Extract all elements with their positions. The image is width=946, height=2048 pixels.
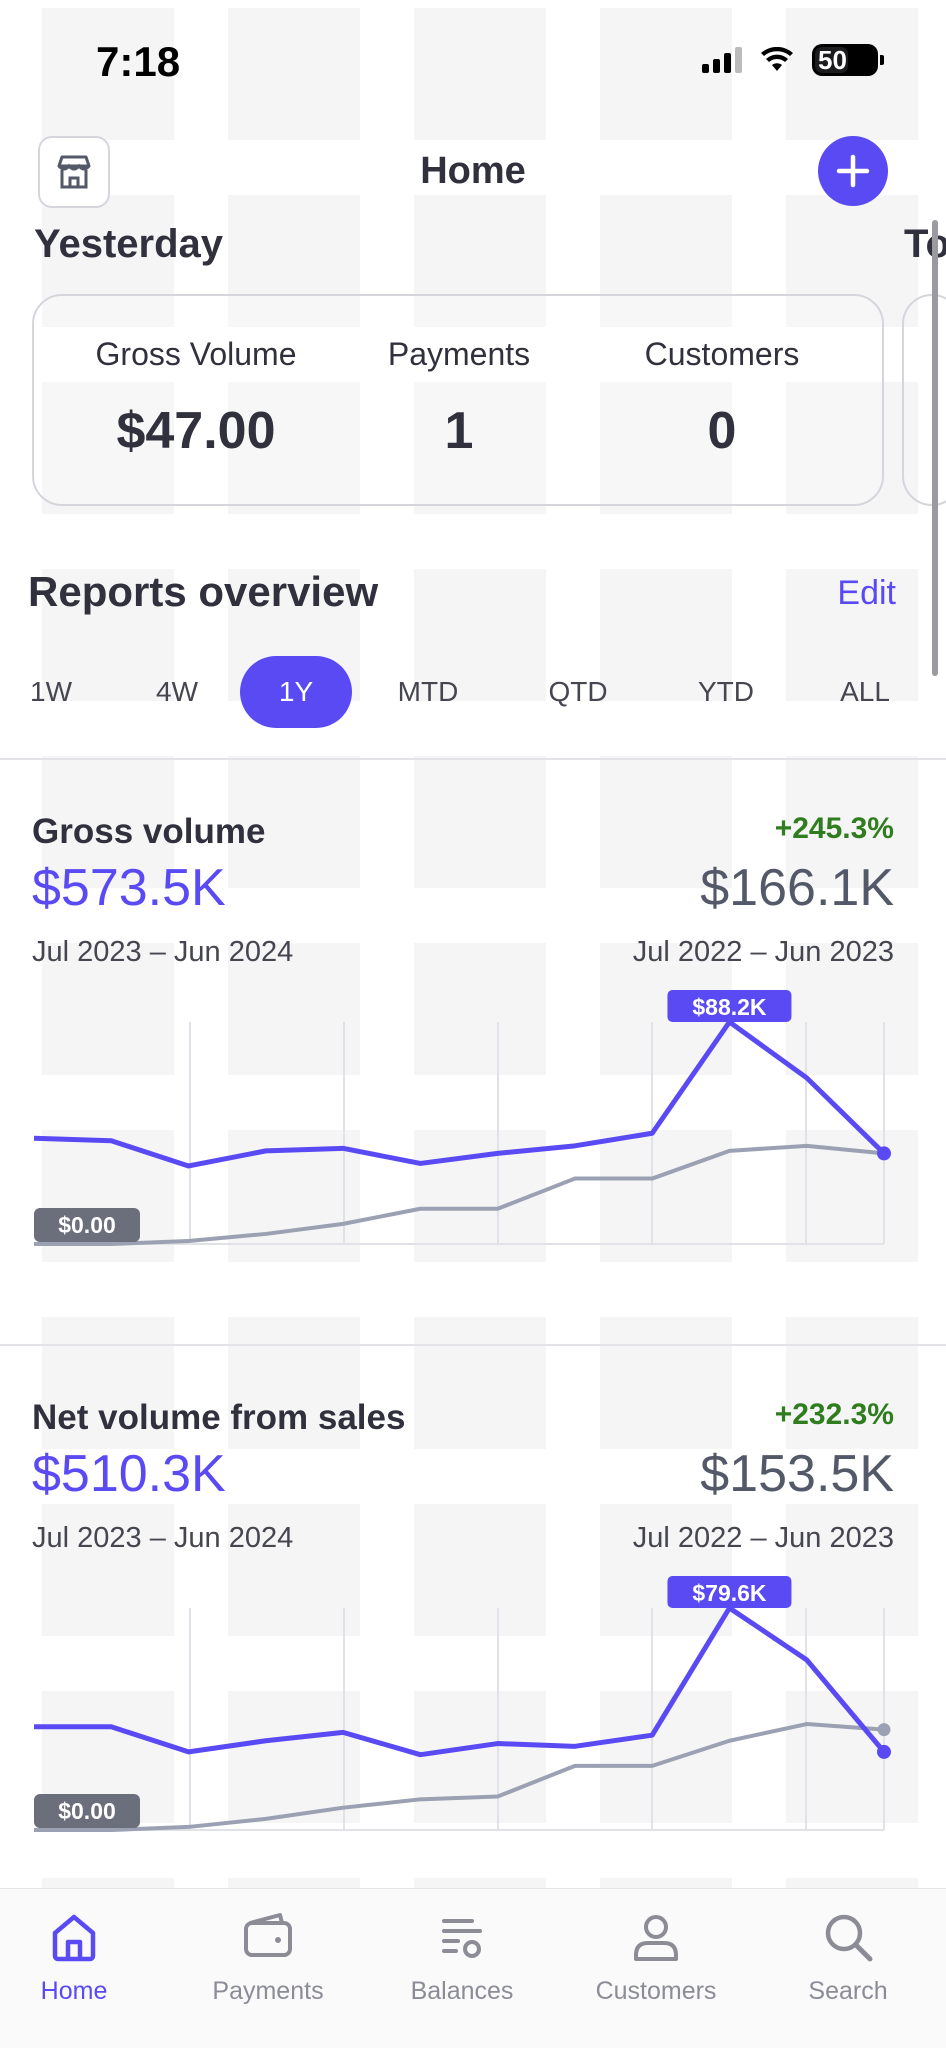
metric-customers: Customers 0 (592, 336, 852, 461)
previous-endpoint-dot (877, 1723, 891, 1737)
metric-gross-volume: Gross Volume $47.00 (66, 336, 326, 461)
balances-icon (442, 1919, 482, 1958)
previous-period-value: $153.5K (700, 1445, 894, 1503)
metric-label: Payments (387, 336, 531, 372)
net-volume-card[interactable]: Net volume from sales +232.3% $510.3K $1… (0, 1398, 946, 1958)
metric-value: 1 (444, 402, 474, 460)
current-period-line (34, 1605, 886, 1758)
range-mtd[interactable]: MTD (397, 676, 459, 707)
edit-button[interactable]: Edit (837, 574, 896, 612)
previous-period-range: Jul 2022 – Jun 2023 (632, 1522, 894, 1554)
metric-value: $47.00 (116, 402, 276, 460)
previous-period-range: Jul 2022 – Jun 2023 (632, 936, 894, 968)
range-1y[interactable]: 1Y (240, 656, 352, 728)
wallet-icon (244, 1913, 292, 1957)
tab-balances[interactable]: Balances (372, 1909, 552, 2019)
divider (0, 758, 946, 760)
current-period-line (33, 1019, 886, 1169)
tab-bar: Home Payments Balances Customers (0, 1888, 946, 2048)
summary-next-period-peek[interactable]: To (904, 222, 946, 266)
range-ytd[interactable]: YTD (698, 676, 754, 707)
wifi-icon (761, 47, 793, 71)
range-4w[interactable]: 4W (156, 676, 198, 707)
current-period-value: $510.3K (32, 1445, 226, 1503)
divider (0, 1344, 946, 1346)
metric-label: Customers (644, 336, 800, 372)
current-period-range: Jul 2023 – Jun 2024 (32, 936, 294, 968)
previous-period-line (34, 1143, 885, 1246)
person-icon (634, 1915, 678, 1961)
summary-period-title: Yesterday (34, 222, 224, 266)
card-title: Net volume from sales (32, 1398, 406, 1437)
tab-label: Home (40, 1977, 108, 2005)
min-value-label: $0.00 (34, 1208, 140, 1242)
tab-payments[interactable]: Payments (178, 1909, 358, 2019)
tab-label: Search (808, 1977, 888, 2005)
storefront-icon (57, 155, 91, 189)
nav-bar: Home (0, 130, 946, 212)
home-icon (52, 1914, 96, 1962)
svg-text:$0.00: $0.00 (58, 1798, 116, 1824)
gross-volume-card[interactable]: Gross volume +245.3% $573.5K $166.1K Jul… (0, 812, 946, 1372)
metric-payments: Payments 1 (329, 336, 589, 461)
plus-icon (836, 154, 870, 188)
card-title: Gross volume (32, 812, 266, 851)
status-icons: 50 (702, 44, 884, 76)
tab-customers[interactable]: Customers (566, 1909, 746, 2019)
metric-value: 0 (707, 402, 737, 460)
range-all[interactable]: ALL (840, 676, 890, 707)
range-selector: 1W 4W 1Y MTD QTD YTD ALL (0, 656, 946, 728)
line-chart[interactable]: $79.6K $0.00 (0, 1574, 946, 1844)
metric-label: Gross Volume (95, 336, 297, 372)
status-bar: 7:18 50 (0, 0, 946, 120)
svg-text:$79.6K: $79.6K (692, 1580, 767, 1606)
change-percent: +232.3% (774, 1398, 894, 1431)
tab-home[interactable]: Home (0, 1909, 164, 2019)
svg-text:$88.2K: $88.2K (692, 994, 767, 1020)
previous-period-value: $166.1K (700, 859, 894, 917)
tab-label: Balances (410, 1977, 514, 2005)
chart-svg: $79.6K $0.00 (34, 1576, 891, 1832)
min-value-label: $0.00 (34, 1794, 140, 1828)
scrollbar[interactable] (932, 220, 938, 676)
cellular-signal-icon (702, 47, 742, 73)
max-value-label: $88.2K (667, 990, 792, 1022)
tab-label: Customers (595, 1977, 717, 2005)
line-chart[interactable]: $88.2K $0.00 (0, 988, 946, 1258)
range-qtd[interactable]: QTD (548, 676, 608, 707)
previous-period-line (34, 1722, 885, 1832)
tab-search[interactable]: Search (758, 1909, 938, 2019)
max-value-label: $79.6K (667, 1576, 792, 1608)
tab-label: Payments (212, 1977, 324, 2005)
search-icon (825, 1914, 873, 1962)
store-button[interactable] (38, 136, 110, 208)
chart-svg: $88.2K $0.00 (33, 990, 891, 1246)
current-period-value: $573.5K (32, 859, 226, 917)
battery-icon: 50 (812, 44, 884, 76)
svg-text:$0.00: $0.00 (58, 1212, 116, 1238)
reports-title: Reports overview (28, 568, 379, 615)
page-title: Home (420, 150, 526, 192)
summary-card-next[interactable] (902, 294, 946, 506)
summary-card[interactable]: Gross Volume $47.00 Payments 1 Customers… (32, 294, 884, 506)
change-percent: +245.3% (774, 812, 894, 845)
battery-percent: 50 (818, 44, 847, 75)
current-endpoint-dot (877, 1744, 891, 1759)
add-button[interactable] (818, 136, 888, 206)
range-1w[interactable]: 1W (30, 676, 72, 707)
current-period-range: Jul 2023 – Jun 2024 (32, 1522, 294, 1554)
status-time: 7:18 (96, 38, 181, 85)
current-endpoint-dot (877, 1146, 891, 1161)
